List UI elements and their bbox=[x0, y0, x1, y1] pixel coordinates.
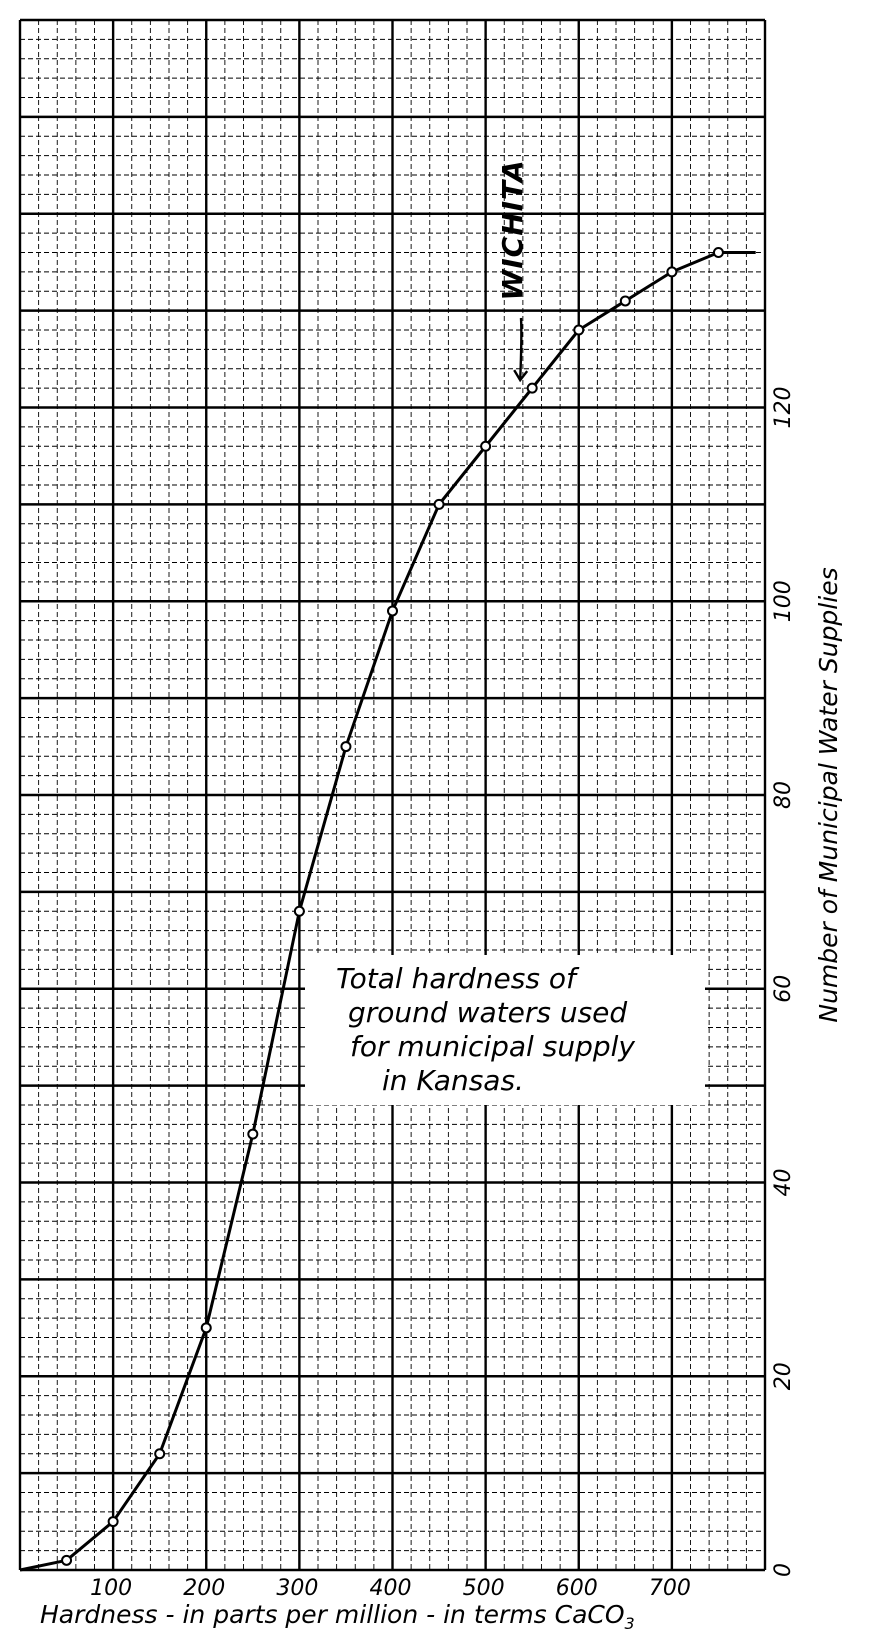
y-tick-label: 80 bbox=[771, 781, 796, 809]
x-tick-label: 200 bbox=[183, 1576, 225, 1601]
data-point bbox=[480, 440, 492, 452]
data-point bbox=[247, 1128, 259, 1140]
data-point bbox=[154, 1448, 166, 1460]
x-axis-label: Hardness - in parts per million - in ter… bbox=[40, 1600, 635, 1630]
data-point bbox=[107, 1516, 119, 1528]
data-point bbox=[573, 324, 585, 336]
y-tick-label: 0 bbox=[771, 1563, 796, 1577]
x-tick-label: 500 bbox=[463, 1576, 505, 1601]
x-tick-label: 300 bbox=[276, 1576, 318, 1601]
x-tick-labels: 100 200 300 400 500 600 700 bbox=[90, 1576, 691, 1601]
data-point bbox=[200, 1322, 212, 1334]
data-point bbox=[666, 266, 678, 278]
wichita-arrowhead bbox=[513, 369, 529, 383]
y-tick-label: 20 bbox=[771, 1362, 796, 1390]
major-grid bbox=[18, 18, 767, 1572]
x-axis-label-main: Hardness - in parts per million - in ter… bbox=[40, 1600, 625, 1629]
x-tick-label: 100 bbox=[90, 1576, 132, 1601]
chart-title-line: Total hardness of bbox=[336, 962, 580, 995]
title-box bbox=[305, 955, 705, 1105]
y-tick-labels: 0 20 40 60 80 100 120 bbox=[771, 387, 796, 1578]
x-axis-label-subscript: 3 bbox=[625, 1614, 635, 1630]
chart-title-line: for municipal supply bbox=[350, 1030, 635, 1063]
y-tick-label: 100 bbox=[771, 580, 796, 622]
data-point bbox=[387, 605, 398, 617]
x-tick-label: 600 bbox=[556, 1576, 598, 1601]
wichita-arrow bbox=[518, 317, 523, 381]
data-point bbox=[340, 741, 352, 753]
data-point bbox=[712, 247, 724, 258]
data-point bbox=[619, 295, 631, 307]
wichita-annotation: WICHITA bbox=[496, 159, 529, 383]
data-point bbox=[293, 905, 305, 917]
y-tick-label: 40 bbox=[771, 1169, 796, 1197]
series-layer bbox=[19, 247, 756, 1572]
chart-title-line: ground waters used bbox=[348, 996, 627, 1029]
chart-title-line: in Kansas. bbox=[382, 1064, 524, 1097]
data-point bbox=[433, 498, 445, 510]
data-point bbox=[61, 1554, 73, 1566]
wichita-label: WICHITA bbox=[496, 159, 529, 300]
y-tick-label: 120 bbox=[771, 387, 796, 429]
x-tick-label: 400 bbox=[370, 1576, 412, 1601]
data-point bbox=[526, 382, 538, 394]
y-tick-label: 60 bbox=[771, 975, 796, 1003]
y-axis-label: Number of Municipal Water Supplies bbox=[814, 567, 843, 1022]
x-tick-label: 700 bbox=[649, 1576, 691, 1601]
